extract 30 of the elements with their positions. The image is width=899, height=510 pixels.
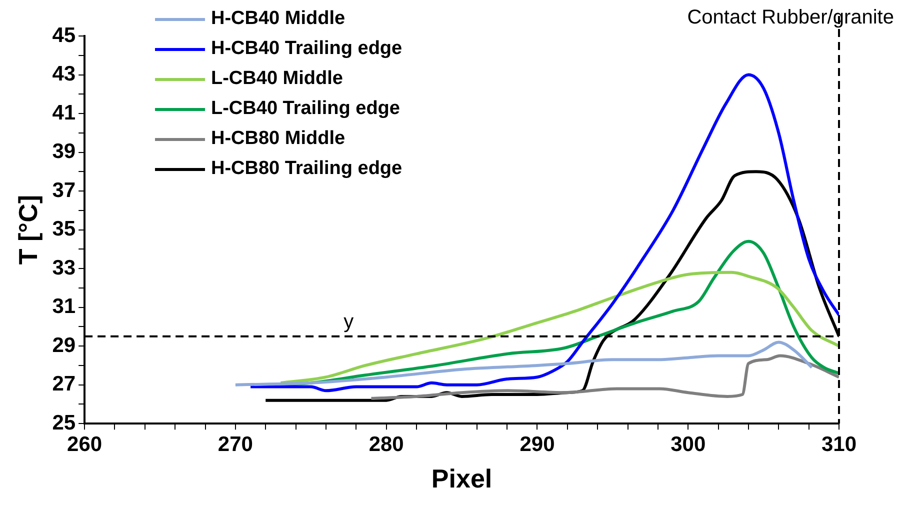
x-tick-label: 260 [67, 432, 102, 456]
y-tick-label: 29 [52, 334, 76, 357]
y-tick-label: 27 [52, 372, 76, 396]
x-tick-label: 290 [520, 432, 555, 456]
line-series [370, 354, 839, 400]
y-tick-label: 25 [52, 411, 76, 434]
y-tick-label: 31 [52, 295, 76, 318]
line-series [234, 340, 814, 386]
x-tick-label: 270 [218, 432, 253, 456]
legend-label: L-CB40 Middle [211, 68, 343, 90]
legend-label: H-CB40 Trailing edge [211, 38, 402, 60]
ref-line-label: Contact Rubber/granite [687, 6, 894, 29]
legend-label: H-CB40 Middle [211, 8, 346, 30]
y-tick-label: 37 [52, 178, 76, 202]
y-tick-label: 43 [52, 62, 76, 86]
legend-label: H-CB80 Middle [211, 128, 346, 150]
x-tick-label: 310 [821, 432, 857, 456]
x-tick-label: 300 [670, 432, 706, 456]
y-tick-label: 45 [52, 24, 76, 47]
y-tick-label: 41 [52, 101, 76, 124]
y-axis-title: T [°C] [12, 194, 43, 265]
line-series [279, 270, 839, 384]
x-tick-label: 280 [368, 432, 404, 456]
x-axis-title: Pixel [431, 464, 492, 494]
ref-line-label: y [344, 310, 354, 333]
legend-label: H-CB80 Trailing edge [211, 158, 402, 180]
y-tick-label: 33 [52, 256, 76, 280]
y-tick-label: 35 [52, 218, 76, 241]
y-tick-label: 39 [52, 140, 76, 164]
legend-label: L-CB40 Trailing edge [211, 98, 400, 120]
